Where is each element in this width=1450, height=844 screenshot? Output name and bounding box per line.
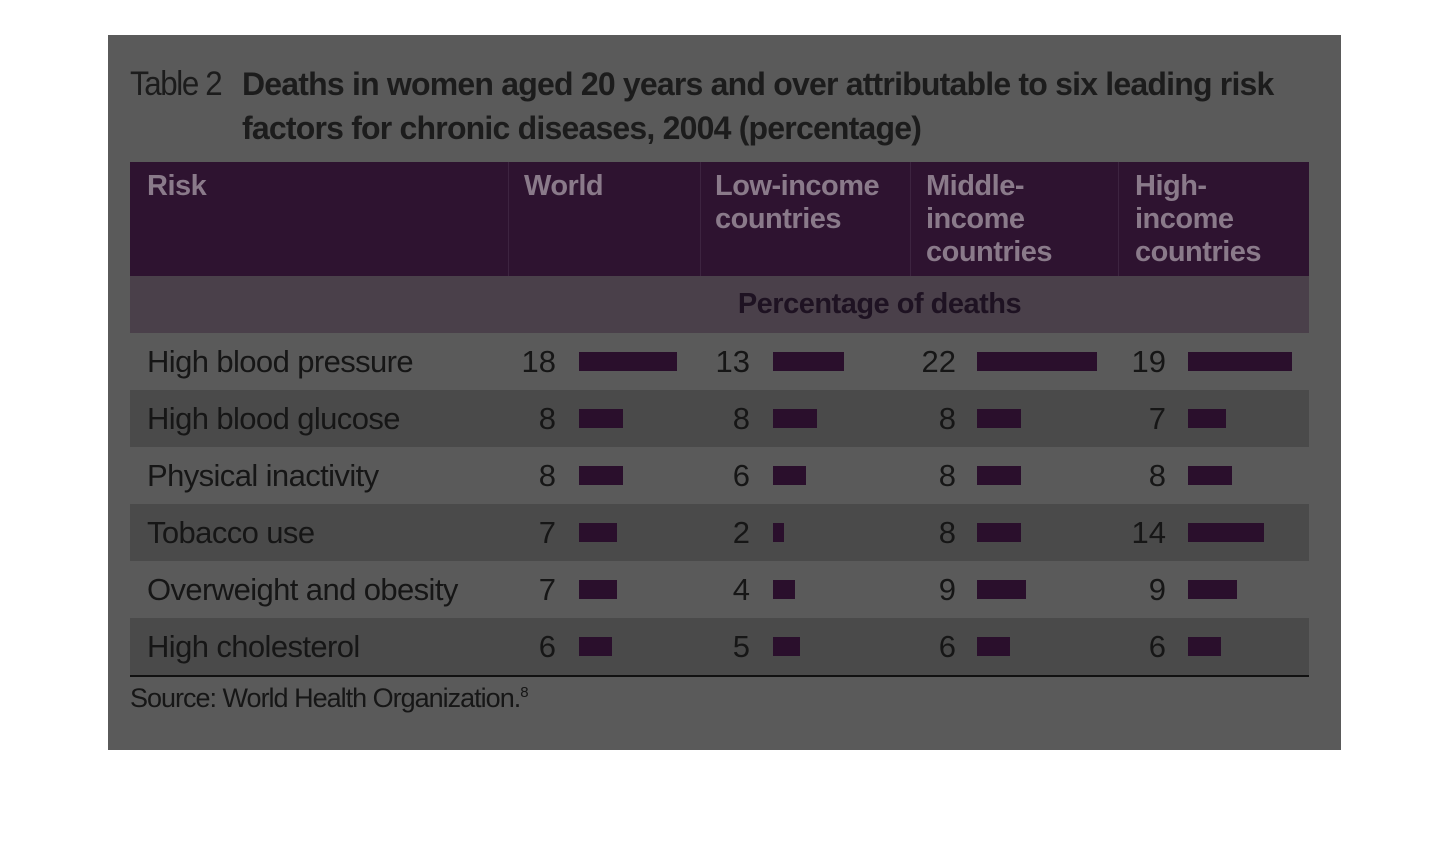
bar-low-income [773, 580, 795, 599]
bar-middle-income [977, 409, 1021, 428]
value-world: 8 [538, 458, 556, 493]
header-middle-income: Middle-income countries [926, 170, 1053, 268]
bar-high-income [1188, 352, 1292, 371]
bar-middle-income [977, 466, 1021, 485]
header-divider [508, 162, 509, 276]
bar-low-income [773, 637, 800, 656]
risk-label: High blood glucose [147, 401, 400, 436]
bar-world [579, 580, 617, 599]
subheader-percentage-of-deaths: Percentage of deaths [130, 276, 1309, 333]
header-low-income: Low-income countries [715, 170, 880, 235]
table-row: Overweight and obesity 7 4 9 9 [130, 561, 1309, 618]
table-bottom-rule [130, 675, 1309, 677]
value-low-income: 2 [732, 515, 750, 550]
bar-middle-income [977, 580, 1026, 599]
source-note: Source: World Health Organization.8 [130, 683, 529, 714]
value-middle-income: 6 [938, 629, 956, 664]
value-low-income: 4 [732, 572, 750, 607]
value-world: 7 [538, 572, 556, 607]
bar-world [579, 523, 617, 542]
value-high-income: 6 [1148, 629, 1166, 664]
risk-label: Physical inactivity [147, 458, 379, 493]
table-row: High cholesterol 6 5 6 6 [130, 618, 1309, 675]
table-title: Table 2 Deaths in women aged 20 years an… [130, 62, 1310, 150]
table-label: Table 2 [130, 65, 223, 103]
value-world: 7 [538, 515, 556, 550]
value-middle-income: 8 [938, 458, 956, 493]
value-high-income: 9 [1148, 572, 1166, 607]
table-row: High blood pressure 18 13 22 19 [130, 333, 1309, 390]
header-high-income: High-income countries [1135, 170, 1262, 268]
risk-label: High blood pressure [147, 344, 414, 379]
bar-high-income [1188, 637, 1221, 656]
bar-high-income [1188, 523, 1264, 542]
table-caption: Deaths in women aged 20 years and over a… [242, 66, 1274, 146]
header-risk: Risk [147, 170, 207, 202]
value-high-income: 8 [1148, 458, 1166, 493]
value-world: 6 [538, 629, 556, 664]
bar-high-income [1188, 466, 1232, 485]
bar-high-income [1188, 580, 1237, 599]
table-row: Physical inactivity 8 6 8 8 [130, 447, 1309, 504]
bar-low-income [773, 352, 844, 371]
value-low-income: 13 [715, 344, 750, 379]
header-divider [910, 162, 911, 276]
value-middle-income: 8 [938, 401, 956, 436]
table-row: High blood glucose 8 8 8 7 [130, 390, 1309, 447]
data-table: Risk World Low-income countries Middle-i… [130, 162, 1309, 677]
value-low-income: 8 [732, 401, 750, 436]
header-world: World [524, 170, 604, 202]
risk-label: Tobacco use [147, 515, 315, 550]
bar-low-income [773, 523, 784, 542]
source-reference: 8 [520, 684, 528, 701]
bar-middle-income [977, 523, 1021, 542]
bar-low-income [773, 466, 806, 485]
value-high-income: 7 [1148, 401, 1166, 436]
bar-world [579, 637, 612, 656]
bar-middle-income [977, 352, 1097, 371]
risk-label: High cholesterol [147, 629, 360, 664]
bar-world [579, 409, 623, 428]
value-low-income: 5 [732, 629, 750, 664]
table-row: Tobacco use 7 2 8 14 [130, 504, 1309, 561]
value-middle-income: 8 [938, 515, 956, 550]
value-world: 18 [521, 344, 556, 379]
header-divider [700, 162, 701, 276]
table-header: Risk World Low-income countries Middle-i… [130, 162, 1309, 276]
bar-high-income [1188, 409, 1226, 428]
header-divider [1118, 162, 1119, 276]
bar-low-income [773, 409, 817, 428]
value-middle-income: 22 [921, 344, 956, 379]
bar-world [579, 352, 677, 371]
source-text: Source: World Health Organization. [130, 683, 521, 713]
bar-middle-income [977, 637, 1010, 656]
value-world: 8 [538, 401, 556, 436]
risk-label: Overweight and obesity [147, 572, 458, 607]
value-middle-income: 9 [938, 572, 956, 607]
value-low-income: 6 [732, 458, 750, 493]
value-high-income: 14 [1131, 515, 1166, 550]
bar-world [579, 466, 623, 485]
value-high-income: 19 [1131, 344, 1166, 379]
table-body: High blood pressure 18 13 22 19 High blood gl… [130, 333, 1309, 675]
